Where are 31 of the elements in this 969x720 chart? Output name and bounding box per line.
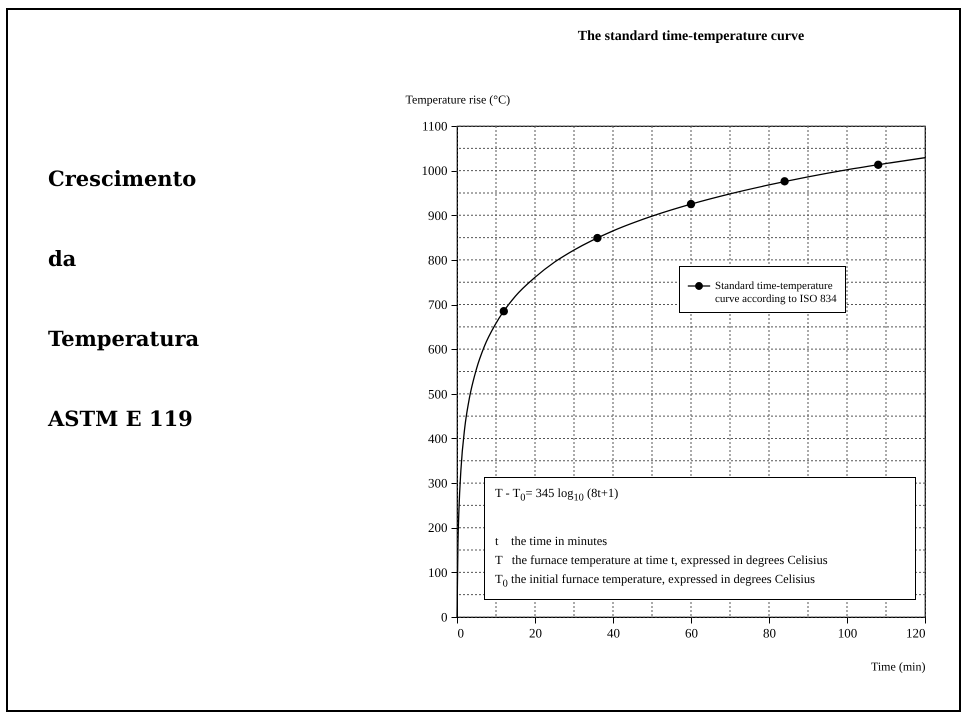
x-tick-label: 60: [685, 626, 698, 640]
x-tick-label: 40: [607, 626, 620, 640]
y-tick-label: 500: [428, 386, 448, 402]
text: Temperatura: [48, 326, 200, 351]
annotation: T - T$_{0}$= 345 log$_{10}$ (8t+1): [495, 485, 620, 506]
y-tick-label: 200: [428, 520, 448, 536]
text: da: [48, 246, 76, 271]
annotation: T the furnace temperature at time t, expressed in degrees Celisius: [495, 552, 829, 569]
y-tick-label: 100: [428, 564, 448, 580]
y-tick-label: 1100: [422, 118, 448, 134]
y-tick-label: 600: [428, 342, 448, 357]
y-tick-label: 900: [428, 208, 448, 223]
y-axis-title: Temperature rise (°C): [406, 92, 510, 106]
x-tick-label: 0: [458, 626, 464, 640]
y-tick-label: 400: [428, 430, 448, 446]
y-tick-label: 800: [428, 252, 448, 268]
chart-title: The standard time-temperature curve: [578, 29, 804, 44]
annotation: T$_{0}$ the initial furnace temperature, expressed in degrees Celisius: [495, 570, 816, 591]
annotation: t the time in minutes: [495, 532, 608, 550]
x-tick-label: 20: [529, 626, 542, 640]
x-tick-label: 120: [906, 626, 926, 640]
text: Crescimento: [48, 166, 196, 191]
legend-label: Standard time-temperature curve according to ISO 834: [715, 280, 838, 305]
x-tick-label: 80: [763, 626, 776, 640]
y-tick-label: 0: [441, 610, 448, 624]
y-tick-label: 700: [428, 297, 448, 312]
x-tick-label: 100: [838, 626, 858, 640]
y-tick-label: 300: [428, 476, 448, 491]
text: ASTM E 119: [48, 406, 193, 431]
x-axis-title: Time (min): [870, 660, 926, 674]
y-tick-label: 1000: [422, 163, 448, 178]
